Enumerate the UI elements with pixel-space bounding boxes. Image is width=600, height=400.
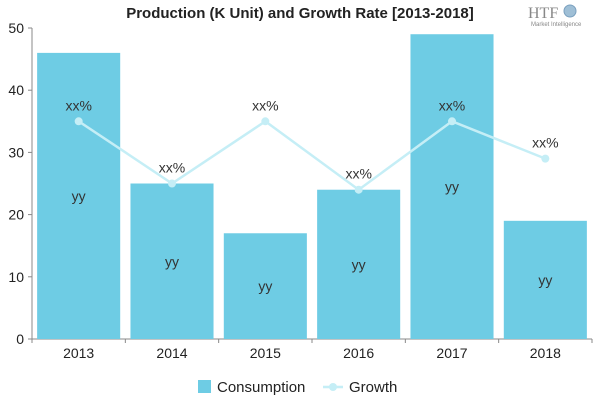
- y-tick-label: 0: [16, 331, 24, 347]
- logo-globe-icon: [563, 4, 577, 18]
- growth-data-label: xx%: [65, 97, 91, 113]
- x-tick-label: 2015: [250, 345, 281, 361]
- y-tick-label: 10: [8, 269, 24, 285]
- growth-data-label: xx%: [532, 135, 558, 151]
- bar: [37, 52, 121, 339]
- growth-point: [448, 117, 456, 126]
- bar: [503, 220, 587, 339]
- y-tick-label: 20: [8, 207, 24, 223]
- logo-subtitle: Market Intelligence: [531, 22, 582, 28]
- growth-point: [541, 154, 550, 163]
- y-tick-label: 40: [8, 82, 24, 98]
- x-tick-label: 2018: [530, 345, 561, 361]
- x-tick-label: 2016: [343, 345, 374, 361]
- growth-data-label: xx%: [159, 160, 185, 176]
- bar-data-label: yy: [445, 179, 459, 195]
- growth-point: [168, 179, 176, 188]
- growth-point: [74, 117, 83, 126]
- bar: [130, 183, 214, 339]
- growth-data-label: xx%: [252, 97, 278, 113]
- bar: [410, 34, 494, 339]
- x-tick-label: 2014: [156, 345, 187, 361]
- bar-data-label: yy: [538, 272, 552, 288]
- growth-data-label: xx%: [439, 97, 465, 113]
- legend-label-consumption: Consumption: [217, 379, 305, 396]
- growth-point: [354, 185, 363, 194]
- legend-label-growth: Growth: [349, 379, 397, 396]
- bar-data-label: yy: [258, 278, 272, 294]
- plot-area: 0 10 20 30 40 50 2013 yy 2014 yy 2015 yy 2016 yy 2017 y…: [8, 20, 593, 361]
- growth-point: [261, 117, 270, 126]
- x-tick-label: 2013: [63, 345, 94, 361]
- logo-mark: HTF: [528, 5, 558, 22]
- x-tick-label: 2017: [436, 345, 467, 361]
- growth-line: [77, 119, 546, 192]
- growth-data-label: xx%: [345, 166, 371, 182]
- bar: [317, 189, 401, 339]
- bar-data-label: yy: [165, 253, 179, 269]
- y-tick-label: 50: [8, 20, 24, 36]
- logo: HTF Market Intelligence: [528, 4, 582, 28]
- chart-title: Production (K Unit) and Growth Rate [201…: [126, 5, 474, 22]
- y-tick-label: 30: [8, 144, 24, 160]
- legend: Consumption Growth: [198, 379, 397, 396]
- bar-data-label: yy: [72, 188, 86, 204]
- legend-swatch-consumption: [198, 380, 211, 393]
- bar-data-label: yy: [352, 256, 366, 272]
- legend-swatch-growth-marker: [329, 383, 337, 391]
- bar: [223, 233, 307, 339]
